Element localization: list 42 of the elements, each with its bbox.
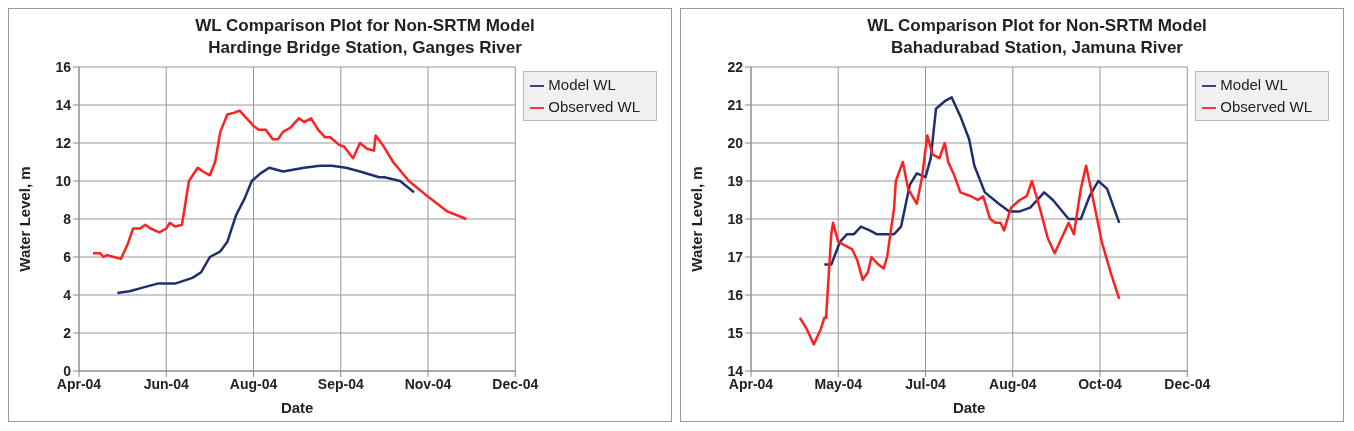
x-tick-label: Jul-04	[905, 375, 946, 392]
chart-title: WL Comparison Plot for Non-SRTM Model	[866, 15, 1208, 37]
x-tick-label: Aug-04	[229, 375, 278, 392]
x-axis-title: Date	[280, 399, 314, 416]
chart-subtitle: Bahadurabad Station, Jamuna River	[890, 37, 1184, 59]
legend-label: Observed WL	[1220, 98, 1312, 115]
y-tick-label: 2	[63, 324, 72, 341]
y-tick-label: 20	[727, 134, 744, 151]
chart-title: WL Comparison Plot for Non-SRTM Model	[194, 15, 536, 37]
y-tick-label: 16	[727, 286, 744, 303]
legend-label: Observed WL	[548, 98, 640, 115]
y-tick-label: 14	[55, 96, 72, 113]
legend-label: Model WL	[1220, 76, 1288, 93]
y-tick-label: 18	[727, 210, 744, 227]
y-tick-label: 10	[55, 172, 72, 189]
y-tick-label: 15	[727, 324, 744, 341]
x-tick-label: May-04	[814, 375, 863, 392]
y-axis-title: Water Level, m	[16, 166, 34, 272]
line-series	[823, 96, 1121, 266]
y-tick-label: 16	[55, 58, 72, 75]
y-tick-label: 6	[63, 248, 72, 265]
line-series	[91, 109, 468, 261]
y-tick-label: 22	[727, 58, 744, 75]
line-series	[116, 164, 416, 295]
y-tick-label: 12	[55, 134, 72, 151]
y-tick-label: 4	[63, 286, 72, 303]
chart-subtitle: Hardinge Bridge Station, Ganges River	[207, 37, 523, 59]
y-tick-label: 19	[727, 172, 744, 189]
x-tick-label: Aug-04	[989, 375, 1037, 392]
y-axis-title: Water Level, m	[688, 166, 706, 272]
y-tick-label: 17	[727, 248, 744, 265]
x-tick-label: Oct-04	[1078, 375, 1123, 392]
y-tick-label: 8	[63, 210, 72, 227]
x-axis-title: Date	[952, 399, 986, 416]
x-tick-label: Dec-04	[1164, 375, 1211, 392]
x-tick-label: Dec-04	[492, 375, 539, 392]
x-tick-label: Nov-04	[404, 375, 452, 392]
legend-label: Model WL	[548, 76, 616, 93]
y-tick-label: 21	[727, 96, 744, 113]
x-tick-label: Jun-04	[143, 375, 190, 392]
x-tick-label: Sep-04	[317, 375, 364, 392]
line-series	[798, 134, 1121, 346]
